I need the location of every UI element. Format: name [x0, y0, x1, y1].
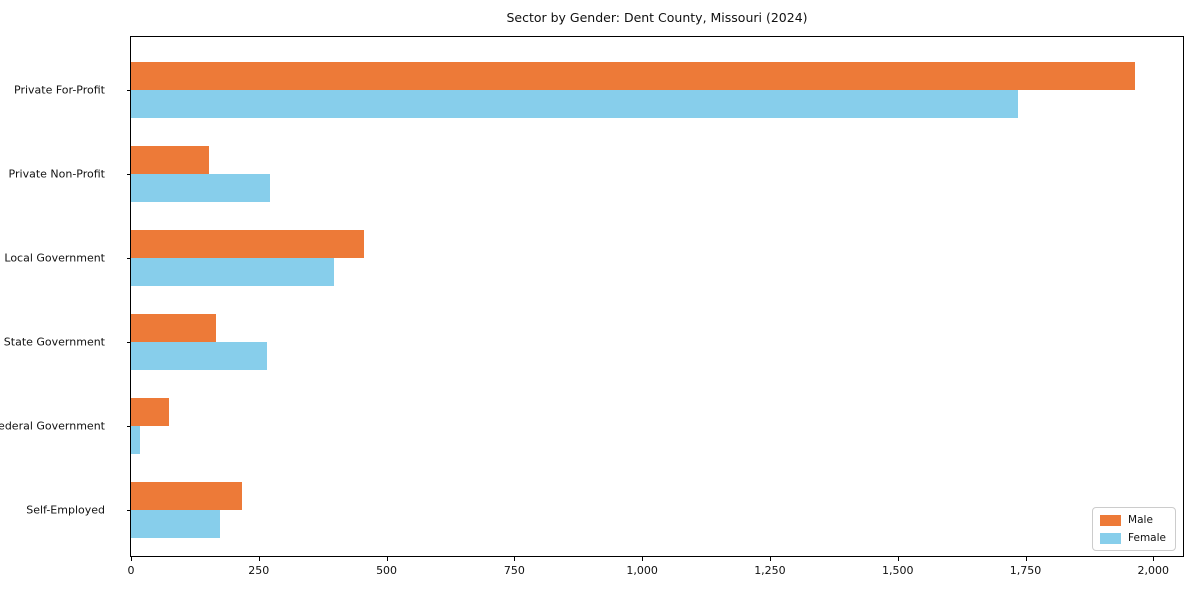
- x-tick-mark: [642, 557, 644, 561]
- x-tick-mark: [131, 557, 132, 561]
- y-tick-mark: [127, 258, 131, 259]
- y-tick-label: State Government: [3, 335, 105, 349]
- bar-female: [131, 174, 270, 202]
- x-tick-label: 250: [248, 564, 270, 577]
- bar-male: [131, 230, 364, 258]
- legend-item-male: Male: [1100, 514, 1166, 526]
- x-tick-label: 750: [503, 564, 525, 577]
- y-tick-mark: [127, 342, 131, 343]
- x-tick-mark: [1153, 557, 1155, 561]
- legend-swatch-male-icon: [1100, 514, 1122, 526]
- x-tick-label: 1,250: [754, 564, 786, 577]
- y-tick-label: Local Government: [4, 251, 105, 265]
- bar-female: [131, 426, 140, 454]
- x-tick-mark: [897, 557, 899, 561]
- bar-female: [131, 258, 334, 286]
- bar-male: [131, 146, 209, 174]
- x-tick-label: 500: [376, 564, 398, 577]
- x-tick-label: 0: [127, 564, 135, 577]
- bar-female: [131, 342, 267, 370]
- bar-female: [131, 90, 1018, 118]
- y-tick-label: Private Non-Profit: [8, 167, 105, 181]
- bar-male: [131, 314, 216, 342]
- legend-label-male: Male: [1128, 514, 1153, 526]
- x-tick-label: 2,000: [1137, 564, 1170, 577]
- y-tick-label: Self-Employed: [26, 503, 105, 517]
- chart-title: Sector by Gender: Dent County, Missouri …: [506, 10, 808, 25]
- x-tick-mark: [769, 557, 771, 561]
- x-tick-label: 1,000: [626, 564, 658, 577]
- y-tick-mark: [127, 510, 131, 511]
- y-tick-mark: [127, 426, 131, 427]
- legend-swatch-female-icon: [1100, 532, 1122, 544]
- y-tick-label: Federal Government: [0, 419, 105, 433]
- legend-item-female: Female: [1100, 532, 1166, 544]
- y-tick-label: Private For-Profit: [14, 83, 105, 97]
- bar-male: [131, 62, 1135, 90]
- y-tick-mark: [127, 90, 131, 91]
- y-tick-mark: [127, 174, 131, 175]
- x-tick-label: 1,500: [881, 564, 914, 577]
- bar-male: [131, 398, 169, 426]
- legend: Male Female: [1092, 507, 1176, 551]
- plot-area: Male Female Private For-Profit Private No…: [0, 36, 1184, 577]
- bar-male: [131, 482, 242, 510]
- x-tick-mark: [386, 557, 388, 561]
- legend-label-female: Female: [1128, 532, 1166, 544]
- x-tick-mark: [258, 557, 260, 561]
- x-tick-label: 1,750: [1009, 564, 1042, 577]
- x-tick-mark: [514, 557, 516, 561]
- bar-female: [131, 510, 220, 538]
- x-tick-mark: [1025, 557, 1027, 561]
